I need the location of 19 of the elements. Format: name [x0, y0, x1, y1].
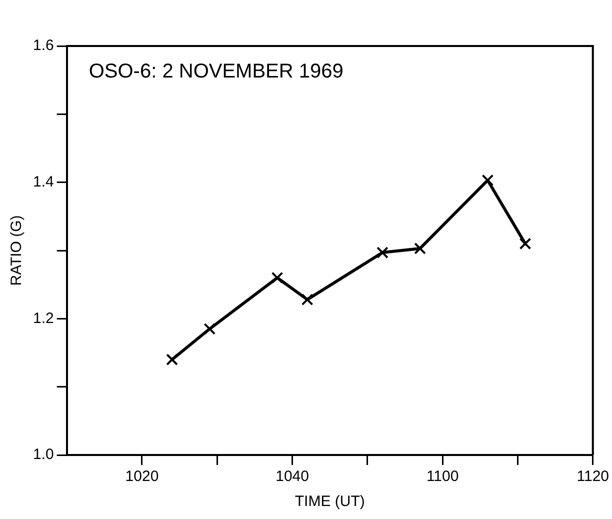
y-tick-label: 1.0 — [32, 446, 54, 464]
x-tick-label: 1020 — [125, 468, 159, 486]
point — [301, 294, 314, 306]
x-tick-label: 1100 — [426, 468, 459, 486]
y-axis-title: RATIO (G) — [8, 215, 26, 286]
point — [271, 272, 284, 284]
point — [166, 354, 178, 366]
y-tick-label: 1.4 — [32, 173, 54, 190]
point — [519, 238, 532, 250]
x-axis-title: TIME (UT) — [294, 493, 365, 510]
point — [414, 242, 426, 254]
point — [204, 322, 216, 335]
x-tick-label: 1120 — [576, 468, 610, 486]
point — [482, 174, 494, 186]
y-tick-label: 1.6 — [32, 37, 54, 54]
point — [376, 246, 388, 258]
y-tick-label: 1.2 — [32, 310, 54, 327]
x-tick-label: 1040 — [276, 468, 309, 486]
text: OSO-6: 2 NOVEMBER 1969 — [88, 60, 344, 83]
